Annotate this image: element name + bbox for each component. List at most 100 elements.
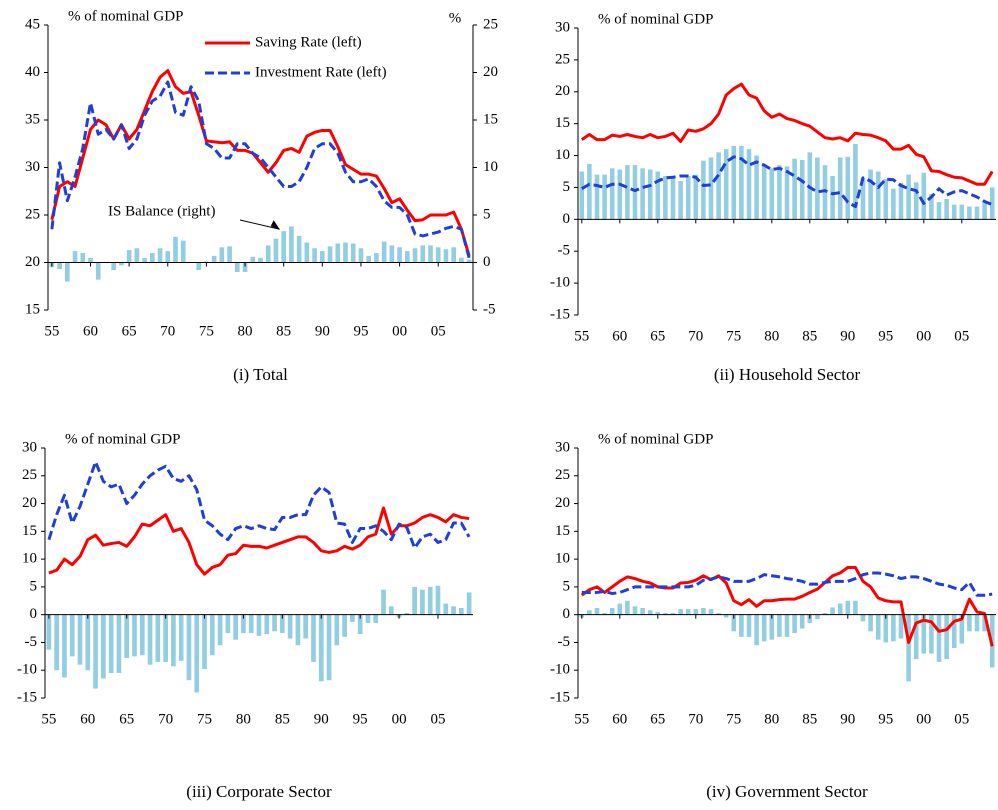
bar: [281, 231, 286, 263]
bar: [335, 243, 341, 263]
bar: [171, 614, 176, 667]
bar: [731, 145, 737, 220]
bar: [334, 614, 340, 646]
legend-label: Saving Rate (left): [255, 34, 362, 50]
bar: [46, 614, 52, 650]
bar: [342, 614, 347, 637]
bar: [272, 614, 277, 632]
y-tick-label: 5: [563, 578, 571, 594]
y2-tick-label: 0: [483, 254, 491, 270]
bar: [132, 614, 137, 657]
bar: [830, 175, 835, 220]
bar: [373, 614, 379, 623]
bar: [365, 614, 371, 623]
x-tick-label: 55: [574, 328, 589, 344]
bar: [967, 206, 972, 220]
bar: [93, 614, 98, 689]
x-tick-label: 05: [954, 711, 969, 727]
y-tick-label: 30: [22, 439, 37, 455]
bar: [381, 241, 387, 263]
bar: [739, 614, 744, 637]
x-tick-label: 75: [199, 323, 214, 339]
y-axis-title: % of nominal GDP: [598, 431, 713, 447]
bar: [381, 589, 386, 615]
y-tick-label: 0: [30, 606, 38, 622]
bar: [420, 245, 426, 263]
line: [580, 565, 994, 647]
bar: [357, 614, 363, 635]
bar: [265, 245, 271, 263]
bar: [921, 614, 927, 654]
x-tick-label: 05: [430, 711, 445, 727]
y2-tick-label: 25: [483, 16, 498, 32]
bar: [792, 158, 797, 220]
bar: [784, 166, 790, 220]
bar: [320, 251, 325, 263]
bar: [609, 608, 615, 615]
y-axis-title: % of nominal GDP: [68, 8, 183, 24]
bar: [822, 613, 828, 615]
bar: [632, 606, 638, 615]
y-tick-label: 25: [25, 206, 40, 222]
y-tick-label: 10: [555, 147, 570, 163]
bar: [374, 253, 379, 263]
bar: [139, 614, 145, 656]
bar: [951, 204, 957, 220]
x-tick-label: 00: [392, 711, 407, 727]
bar: [784, 614, 790, 637]
bar: [303, 614, 309, 639]
x-tick-label: 90: [840, 328, 855, 344]
bar: [701, 160, 706, 220]
bar: [989, 187, 995, 220]
bar: [617, 169, 623, 220]
line: [581, 155, 993, 209]
y-tick-label: 20: [555, 495, 570, 511]
bar: [443, 249, 449, 263]
y-tick-label: 5: [563, 179, 571, 195]
x-tick-label: 95: [878, 711, 893, 727]
x-tick-label: 55: [44, 323, 59, 339]
x-tick-label: 75: [197, 711, 212, 727]
bar: [860, 614, 866, 622]
bar: [868, 169, 873, 220]
y-tick-label: 10: [22, 551, 37, 567]
bar: [602, 174, 607, 220]
x-tick-label: 55: [574, 711, 589, 727]
bar: [256, 614, 262, 636]
bar: [754, 614, 759, 646]
bar: [594, 174, 600, 220]
bar: [632, 165, 638, 220]
bar: [906, 174, 911, 220]
bar: [898, 614, 904, 639]
bar: [723, 149, 729, 220]
bar: [217, 614, 223, 646]
bar: [428, 245, 433, 263]
bar: [678, 181, 683, 220]
bar: [350, 243, 356, 263]
bar: [625, 600, 630, 615]
bar: [318, 614, 324, 682]
bar: [412, 586, 417, 615]
bar: [959, 614, 965, 644]
bar: [95, 262, 101, 280]
bar: [311, 614, 316, 662]
bar: [80, 253, 86, 263]
y2-tick-label: 5: [483, 206, 491, 222]
bar: [761, 614, 767, 642]
bar: [225, 614, 231, 633]
bar: [936, 614, 942, 662]
bar: [982, 201, 987, 220]
bar: [602, 613, 607, 615]
bar: [746, 614, 752, 637]
bar: [913, 182, 919, 220]
bar: [685, 609, 691, 615]
chart-title: (ii) Household Sector: [714, 365, 861, 384]
bar: [906, 614, 911, 682]
y-tick-label: 20: [555, 83, 570, 99]
bar: [327, 246, 333, 263]
bar: [716, 613, 721, 615]
bar: [124, 614, 130, 658]
bar: [944, 198, 949, 220]
